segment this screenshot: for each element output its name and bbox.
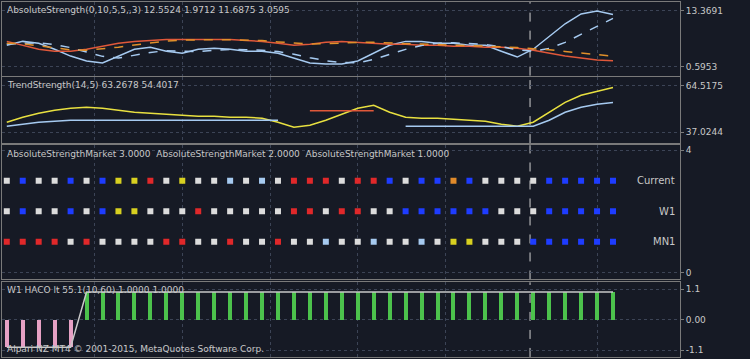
svg-text:W1: W1 [659, 206, 675, 217]
svg-text:TrendStrength(14,5) 63.2678 54: TrendStrength(14,5) 63.2678 54.4017 [7, 80, 179, 90]
svg-text:AbsoluteStrength(0,10,5,5,,3): AbsoluteStrength(0,10,5,5,,3) 12.5524 1.… [7, 5, 290, 15]
svg-text:64.5175: 64.5175 [686, 81, 723, 91]
svg-text:0.00: 0.00 [686, 315, 706, 325]
svg-text:4: 4 [686, 145, 692, 155]
svg-text:13.3691: 13.3691 [686, 6, 723, 16]
svg-text:Current: Current [637, 175, 675, 186]
svg-text:W1 HACO lt 55.1(10,60) 1.0000: W1 HACO lt 55.1(10,60) 1.0000 1.0000 [7, 285, 184, 295]
svg-text:0: 0 [686, 268, 692, 278]
svg-text:37.0244: 37.0244 [686, 127, 723, 137]
svg-text:AbsoluteStrengthMarket 3.0000: AbsoluteStrengthMarket 3.0000 AbsoluteSt… [7, 149, 449, 159]
svg-text:0.5953: 0.5953 [686, 62, 718, 72]
svg-text:1.1: 1.1 [686, 284, 700, 294]
svg-text:MN1: MN1 [653, 236, 675, 247]
svg-text:Alpari NZ MT4 © 2001-2015, Met: Alpari NZ MT4 © 2001-2015, MetaQuotes So… [7, 344, 264, 354]
svg-text:-1.1: -1.1 [686, 345, 704, 355]
